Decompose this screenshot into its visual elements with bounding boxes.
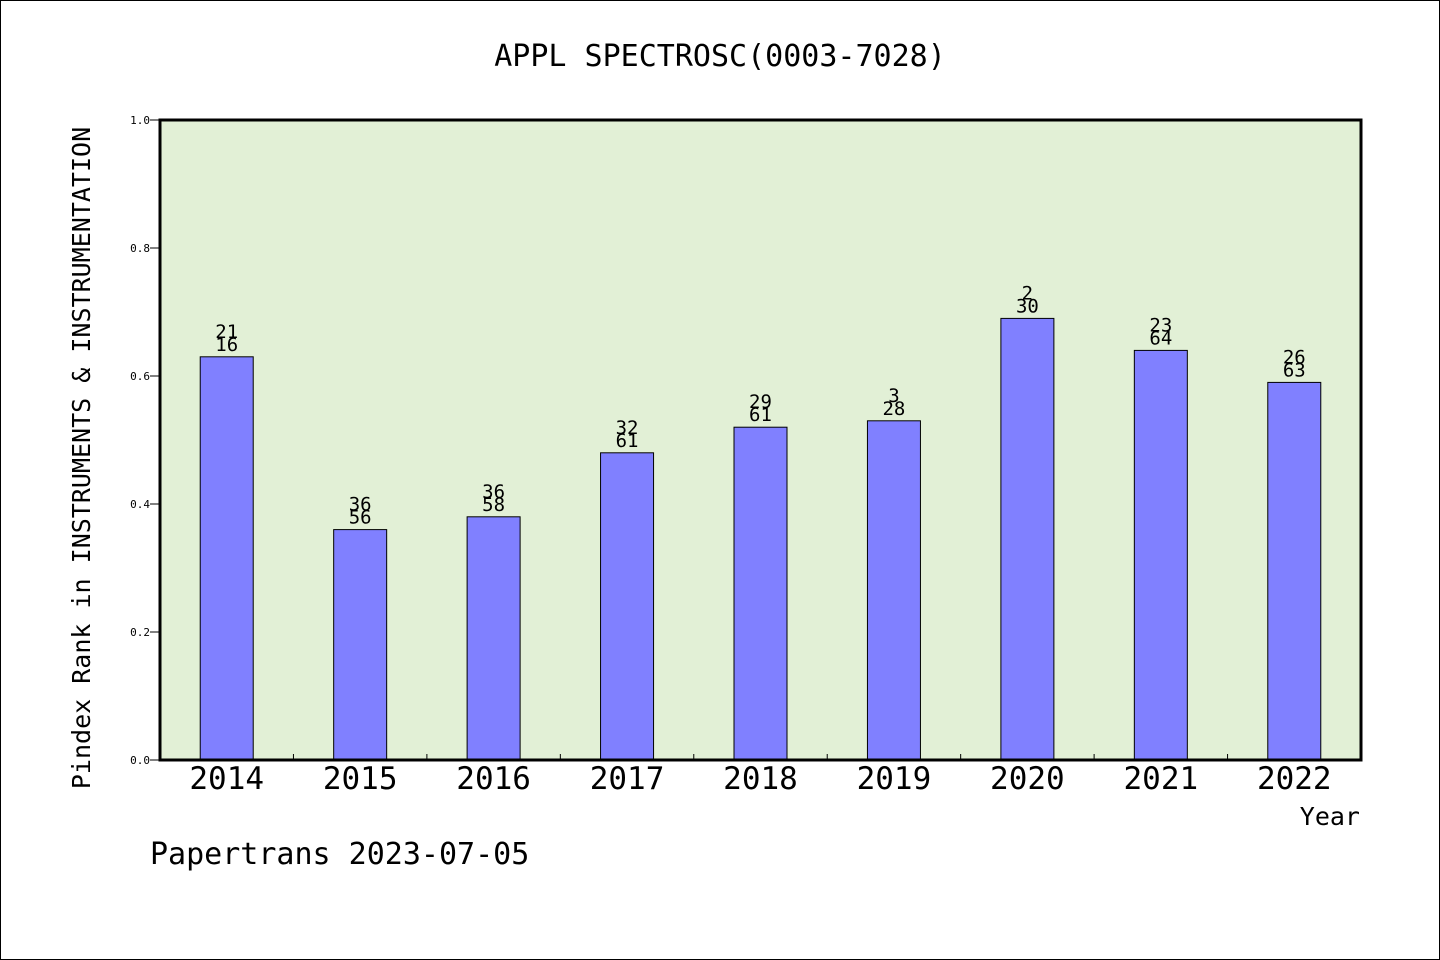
chart-title: APPL SPECTROSC(0003-7028): [494, 39, 946, 74]
bar-label-bottom-2021: 64: [1149, 327, 1172, 349]
bar-label-top-2020: 2: [1022, 282, 1033, 304]
bar-2017: [600, 452, 655, 761]
y-tick-label-0.4: 0.4: [130, 498, 150, 511]
bar-label-bottom-2016: 58: [482, 494, 505, 516]
bar-2021: [1133, 349, 1188, 761]
x-tick-label-2022: 2022: [1257, 761, 1332, 797]
bar-2022: [1267, 381, 1322, 761]
bars-group: [199, 317, 1322, 761]
bar-label-top-2019: 3: [888, 385, 899, 407]
x-tick-label-2016: 2016: [456, 761, 531, 797]
bar-label-top-2018: 29: [749, 391, 772, 413]
y-tick-label-0.6: 0.6: [130, 370, 150, 383]
x-tick-label-2018: 2018: [723, 761, 798, 797]
bar-2016: [466, 516, 521, 761]
bar-label-top-2021: 23: [1149, 314, 1172, 336]
bar-2018: [733, 426, 788, 761]
bar-label-top-2022: 26: [1283, 346, 1306, 368]
x-axis-label: Year: [1300, 802, 1360, 831]
x-tick-label-2021: 2021: [1124, 761, 1199, 797]
y-tick-label-0.8: 0.8: [130, 242, 150, 255]
bar-label-bottom-2022: 63: [1283, 359, 1306, 381]
bar-2020: [1000, 317, 1055, 761]
bar-2014: [199, 356, 254, 761]
y-tick-label-0.2: 0.2: [130, 626, 150, 639]
x-tick-label-2015: 2015: [323, 761, 398, 797]
plot-border: [158, 118, 1363, 762]
y-axis-label: Pindex Rank in INSTRUMENTS & INSTRUMENTA…: [67, 127, 96, 789]
bar-label-top-2014: 21: [215, 321, 238, 343]
y-tick-label-0.0: 0.0: [130, 754, 150, 767]
y-axis-ticks: 0.0 0.2 0.4 0.6 0.8 1.0: [130, 114, 160, 767]
x-tick-label-2019: 2019: [857, 761, 932, 797]
bar-label-bottom-2017: 61: [616, 430, 639, 452]
x-tick-label-2014: 2014: [189, 761, 264, 797]
bar-label-top-2015: 36: [349, 494, 372, 516]
bar-label-bottom-2014: 16: [215, 334, 238, 356]
bar-label-top-2016: 36: [482, 481, 505, 503]
bar-label-top-2017: 32: [616, 417, 639, 439]
y-tick-label-1.0: 1.0: [130, 114, 150, 127]
x-tick-label-2020: 2020: [990, 761, 1065, 797]
bar-label-bottom-2019: 28: [882, 398, 905, 420]
x-tick-label-2017: 2017: [590, 761, 665, 797]
footer-note: Papertrans 2023-07-05: [150, 837, 529, 872]
x-axis-ticks: 2014 2015 2016 2017 2018 2019 2020 2021 2022: [189, 754, 1332, 797]
bar-2015: [333, 529, 388, 761]
bar-label-bottom-2015: 56: [349, 507, 372, 529]
bar-label-bottom-2020: 30: [1016, 295, 1039, 317]
bar-2019: [866, 420, 921, 761]
bar-label-bottom-2018: 61: [749, 404, 772, 426]
